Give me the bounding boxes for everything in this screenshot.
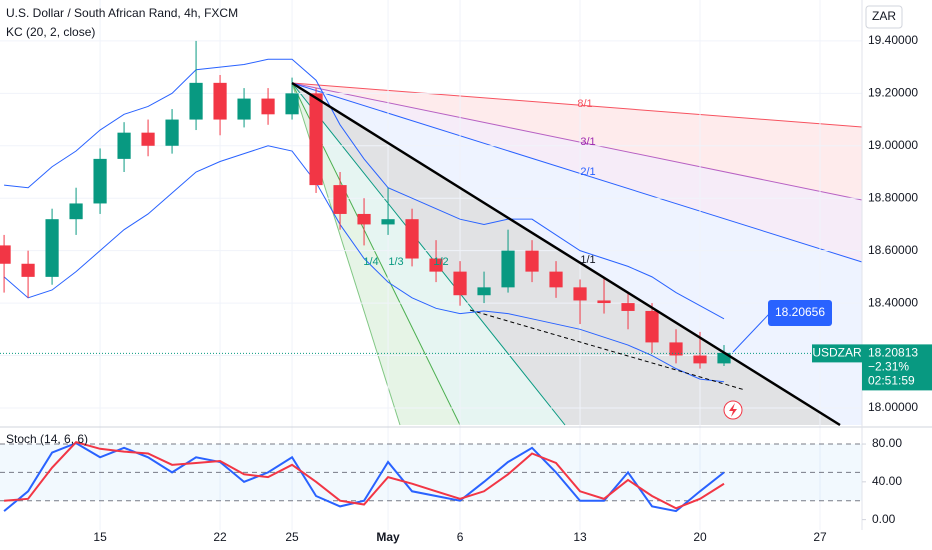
symbol-label: USDZAR [812, 346, 862, 360]
candle-body [669, 342, 683, 356]
x-tick-label: 6 [457, 530, 464, 544]
chart-title: U.S. Dollar / South African Rand, 4h, FX… [6, 6, 238, 20]
price-change: −2.31% [868, 360, 909, 374]
fan-label: 1/3 [388, 256, 403, 268]
candle-body [477, 287, 491, 296]
x-tick-label: 25 [285, 530, 299, 544]
candle-body [429, 258, 443, 272]
candle-body [597, 300, 611, 304]
x-tick-label: 13 [573, 530, 587, 544]
symbol-tag [812, 344, 862, 363]
candle-body [21, 263, 35, 277]
currency-box[interactable] [865, 5, 903, 29]
y-tick-label: 40.00 [872, 474, 902, 488]
candle-body [309, 93, 323, 186]
fan-label: 3/1 [580, 136, 595, 148]
candle-body [0, 245, 11, 264]
fan-label: 1/1 [580, 254, 595, 266]
fan-line [291, 82, 863, 128]
fan-line [291, 82, 566, 426]
candle-body [501, 250, 515, 288]
trend-line [291, 81, 841, 427]
fan-label: 8/1 [577, 98, 592, 110]
candle-body [93, 158, 107, 204]
y-tick-label: 19.40000 [868, 33, 918, 47]
y-tick-label: 19.00000 [868, 138, 918, 152]
price-tag [862, 344, 932, 391]
candle-body [261, 98, 275, 115]
stoch-line [3, 442, 725, 513]
fan-line [291, 82, 863, 263]
candle-body [621, 303, 635, 311]
last-price: 18.20813 [868, 346, 918, 360]
candle-body [525, 250, 539, 272]
candle-body [693, 355, 707, 364]
y-tick-label: 18.00000 [868, 400, 918, 414]
fan-label: 2/1 [580, 166, 595, 178]
y-tick-label: 0.00 [872, 512, 896, 526]
x-tick-label: 15 [93, 530, 107, 544]
callout-line [732, 312, 771, 353]
candle-body [165, 119, 179, 146]
x-tick-label: 27 [813, 530, 827, 544]
candle-body [141, 132, 155, 146]
gann-fan [291, 82, 863, 426]
x-tick-label: 22 [213, 530, 227, 544]
x-tick-label: 20 [693, 530, 707, 544]
x-tick-label: May [376, 530, 400, 544]
stoch-title: Stoch (14, 6, 6) [6, 432, 88, 446]
candle-body [573, 287, 587, 301]
y-tick-label: 80.00 [872, 436, 902, 450]
candle-body [189, 82, 203, 120]
candle-body [405, 219, 419, 259]
fan-label: 1/2 [433, 256, 448, 268]
dashed-line [469, 309, 746, 391]
y-tick-label: 18.40000 [868, 295, 918, 309]
countdown: 02:51:59 [868, 374, 915, 388]
candle-body [69, 203, 83, 220]
keltner-band [3, 145, 725, 383]
currency: ZAR [872, 9, 896, 23]
y-tick-label: 18.60000 [868, 243, 918, 257]
callout-text: 18.20656 [775, 305, 825, 319]
candle-body [117, 132, 131, 159]
stoch-line [4, 441, 725, 510]
fan-label: 1/4 [363, 256, 378, 268]
candle-body [717, 352, 731, 364]
candle-body [357, 213, 371, 225]
callout-box [768, 300, 832, 326]
candle-body [45, 219, 59, 277]
candle-body [381, 219, 395, 225]
y-tick-label: 19.20000 [868, 86, 918, 100]
candle-body [285, 93, 299, 115]
candle-body [453, 271, 467, 296]
indicator-label: KC (20, 2, close) [6, 25, 95, 39]
keltner-band [4, 58, 725, 320]
candle-body [237, 98, 251, 120]
candle-body [645, 310, 659, 343]
fan-fill [292, 83, 862, 425]
candle-body [549, 271, 563, 288]
fan-line [291, 82, 863, 201]
marks [0, 0, 862, 530]
candle-body [333, 185, 347, 214]
candle-body [213, 82, 227, 120]
y-tick-label: 18.80000 [868, 190, 918, 204]
event-icon-bolt [729, 403, 737, 417]
